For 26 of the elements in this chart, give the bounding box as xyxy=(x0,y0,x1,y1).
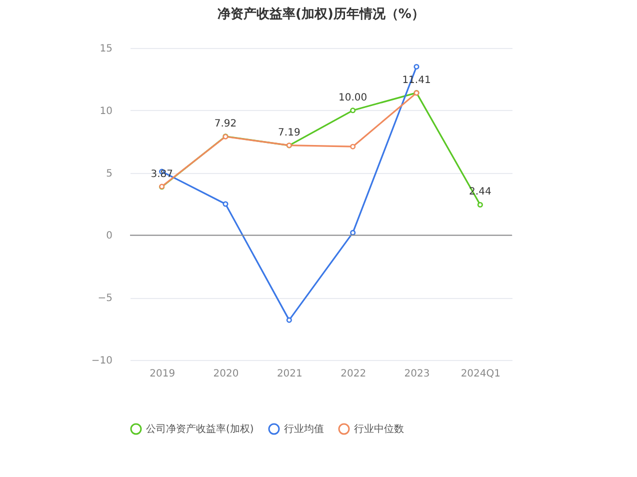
point xyxy=(222,201,228,207)
point xyxy=(286,317,292,323)
data-label: 7.19 xyxy=(278,127,300,138)
data-label: 7.92 xyxy=(214,118,237,130)
x-tick-label: 2024Q1 xyxy=(460,368,501,380)
point xyxy=(350,108,356,114)
x-tick-label: 2022 xyxy=(340,368,366,380)
y-tick-label: 10 xyxy=(100,106,112,117)
y-tick-label: −10 xyxy=(91,356,112,366)
chart-title: 净资产收益率(加权)历年情况（%） xyxy=(218,6,424,22)
y-tick-label: −5 xyxy=(98,293,112,304)
x-tick-label: 2021 xyxy=(276,368,302,380)
x-tick-label: 2019 xyxy=(150,368,176,380)
point xyxy=(414,64,420,70)
point xyxy=(350,230,356,236)
y-tick-label: 0 xyxy=(106,230,112,242)
legend-label: 公司净资产收益率(加权) xyxy=(146,423,254,435)
y-tick-label: 15 xyxy=(100,44,112,54)
x-tick-label: 2020 xyxy=(213,368,239,380)
x-tick-label: 2023 xyxy=(404,368,430,380)
legend-label: 行业均值 xyxy=(284,423,324,435)
legend-label: 行业中位数 xyxy=(354,423,404,435)
data-label: 10.00 xyxy=(338,92,368,104)
y-tick-label: 5 xyxy=(106,168,112,180)
point xyxy=(350,144,356,150)
point xyxy=(477,202,483,208)
